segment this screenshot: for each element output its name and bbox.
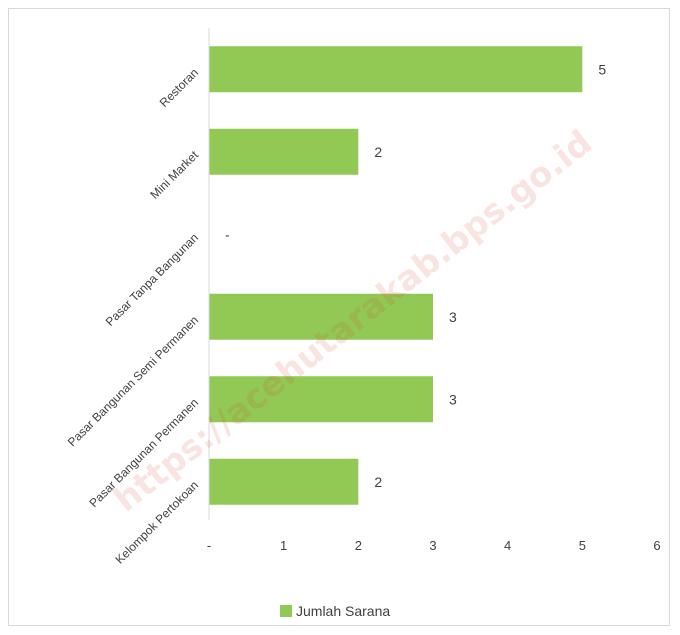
data-label: 3 <box>449 309 457 325</box>
labels-layer: 5 2 - 3 3 2 <box>225 61 606 490</box>
bar-restoran <box>209 46 583 93</box>
bar-pasar-bangunan-semi-permanen <box>209 293 433 340</box>
bar-mini-market <box>209 128 359 175</box>
category-label: Mini Market <box>147 148 201 202</box>
category-label: Pasar Tanpa Bangunan <box>103 230 201 328</box>
data-label: 3 <box>449 391 457 407</box>
category-label: Restoran <box>157 65 201 109</box>
data-label: 2 <box>374 144 382 160</box>
x-tick-label: 1 <box>280 538 287 553</box>
x-tick-label: - <box>207 538 211 553</box>
x-tick-label: 3 <box>429 538 436 553</box>
data-label: 2 <box>374 474 382 490</box>
x-tick-label: 4 <box>504 538 511 553</box>
legend-swatch <box>280 605 292 617</box>
x-tick-label: 2 <box>355 538 362 553</box>
bar-pasar-bangunan-permanen <box>209 376 433 423</box>
legend-label: Jumlah Sarana <box>296 603 390 619</box>
bars-layer <box>209 46 583 505</box>
data-label: 5 <box>598 61 606 77</box>
x-axis-ticks: - 1 2 3 4 5 6 <box>207 538 661 553</box>
x-tick-label: 5 <box>579 538 586 553</box>
bar-kelompok-pertokoan <box>209 458 359 505</box>
category-label: Pasar Bangunan Semi Permanen <box>65 313 201 449</box>
data-label: - <box>225 226 230 242</box>
legend: Jumlah Sarana <box>280 603 390 619</box>
x-tick-label: 6 <box>653 538 660 553</box>
